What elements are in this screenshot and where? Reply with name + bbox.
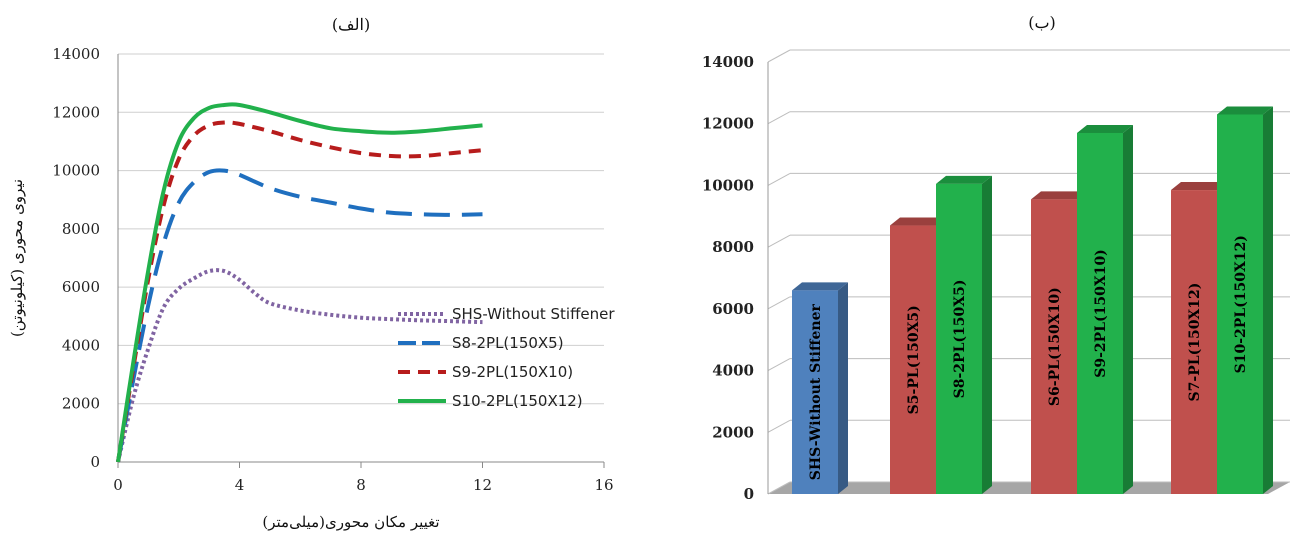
bar-3: S8-2PL(150X5) — [936, 175, 992, 494]
bar-label: S8-2PL(150X5) — [952, 280, 968, 399]
y-gridline-side — [767, 419, 791, 433]
legend-label: S9-2PL(150X10) — [452, 363, 573, 381]
bar-top — [1077, 124, 1133, 133]
bar-top — [1171, 182, 1227, 191]
x-tick-label: 16 — [594, 476, 613, 494]
y-tick-label: 6000 — [62, 278, 100, 296]
y-tick-label: 0 — [90, 453, 100, 471]
y-gridline-side — [767, 172, 791, 186]
y-tick-label: 14000 — [52, 45, 100, 63]
bar-label: S7-PL(150X12) — [1187, 283, 1203, 402]
series-line-1 — [116, 268, 483, 463]
x-tick-label: 4 — [235, 476, 245, 494]
y-gridline-side — [767, 296, 791, 310]
bar-chart-3d: (ب) 0 2000 4000 6000 8000 10000 12000 14000 SHS-W… — [702, 13, 1290, 503]
bar-1: SHS-Without Stiffener — [792, 282, 848, 494]
bar-front — [1217, 114, 1263, 494]
bar-front — [792, 290, 838, 494]
bar-front — [936, 183, 982, 494]
bar-label: SHS-Without Stiffener — [808, 304, 824, 481]
x-tick-label: 8 — [356, 476, 366, 494]
bar-top — [1031, 191, 1087, 200]
y-tick-label: 0 — [744, 485, 754, 503]
bar-side — [1263, 106, 1273, 494]
series-line-4 — [116, 102, 483, 463]
y-gridline-side — [767, 49, 791, 63]
bar-top — [890, 217, 946, 226]
bar-side — [838, 282, 848, 494]
series-line-2 — [116, 168, 483, 463]
bar-side — [982, 175, 992, 494]
y-tick-label: 2000 — [62, 395, 100, 413]
bar-7: S10-2PL(150X12) — [1217, 106, 1273, 494]
bar-top — [936, 175, 992, 184]
line-chart: (الف) 0 2000 4000 6000 8000 10000 12000 14000 0 4 8… — [8, 15, 615, 531]
y-tick-label: 12000 — [702, 115, 754, 133]
bar-label: S6-PL(150X10) — [1047, 287, 1063, 406]
bar-top — [792, 282, 848, 291]
legend-label: SHS-Without Stiffener — [452, 305, 615, 323]
x-tick-label: 12 — [473, 476, 492, 494]
y-tick-label: 4000 — [62, 336, 100, 354]
y-tick-label: 8000 — [712, 238, 754, 256]
y-tick-label: 6000 — [712, 300, 754, 318]
y-tick-label: 10000 — [52, 162, 100, 180]
chart-title: (ب) — [1028, 13, 1056, 32]
bar-side — [1123, 124, 1133, 494]
y-tick-label: 4000 — [712, 362, 754, 380]
y-gridline-side — [767, 234, 791, 248]
x-tick-label: 0 — [113, 476, 123, 494]
y-tick-label: 12000 — [52, 103, 100, 121]
y-axis-label: نیروی محوری (کیلونیوتن) — [8, 179, 26, 337]
bar-front — [1031, 199, 1077, 495]
bar-label: S9-2PL(150X10) — [1093, 249, 1109, 378]
legend-label: S10-2PL(150X12) — [452, 392, 583, 410]
y-tick-label: 14000 — [702, 53, 754, 71]
y-gridline-side — [767, 481, 791, 495]
legend-label: S8-2PL(150X5) — [452, 334, 564, 352]
bar-label: S5-PL(150X5) — [906, 305, 922, 414]
y-gridline-side — [767, 358, 791, 372]
bar-label: S10-2PL(150X12) — [1233, 235, 1249, 373]
bar-front — [1171, 190, 1217, 495]
y-gridline-side — [767, 111, 791, 125]
bar-front — [890, 225, 936, 495]
y-tick-label: 10000 — [702, 176, 754, 194]
x-axis-label: تغییر مکان محوری(میلی‌متر) — [262, 513, 439, 531]
y-tick-label: 2000 — [712, 423, 754, 441]
series-line-3 — [116, 120, 483, 463]
bar-top — [1217, 106, 1273, 115]
bar-2: S5-PL(150X5) — [890, 217, 946, 495]
bar-5: S9-2PL(150X10) — [1077, 124, 1133, 494]
chart-title: (الف) — [332, 15, 370, 34]
bar-front — [1077, 132, 1123, 494]
y-tick-label: 8000 — [62, 220, 100, 238]
